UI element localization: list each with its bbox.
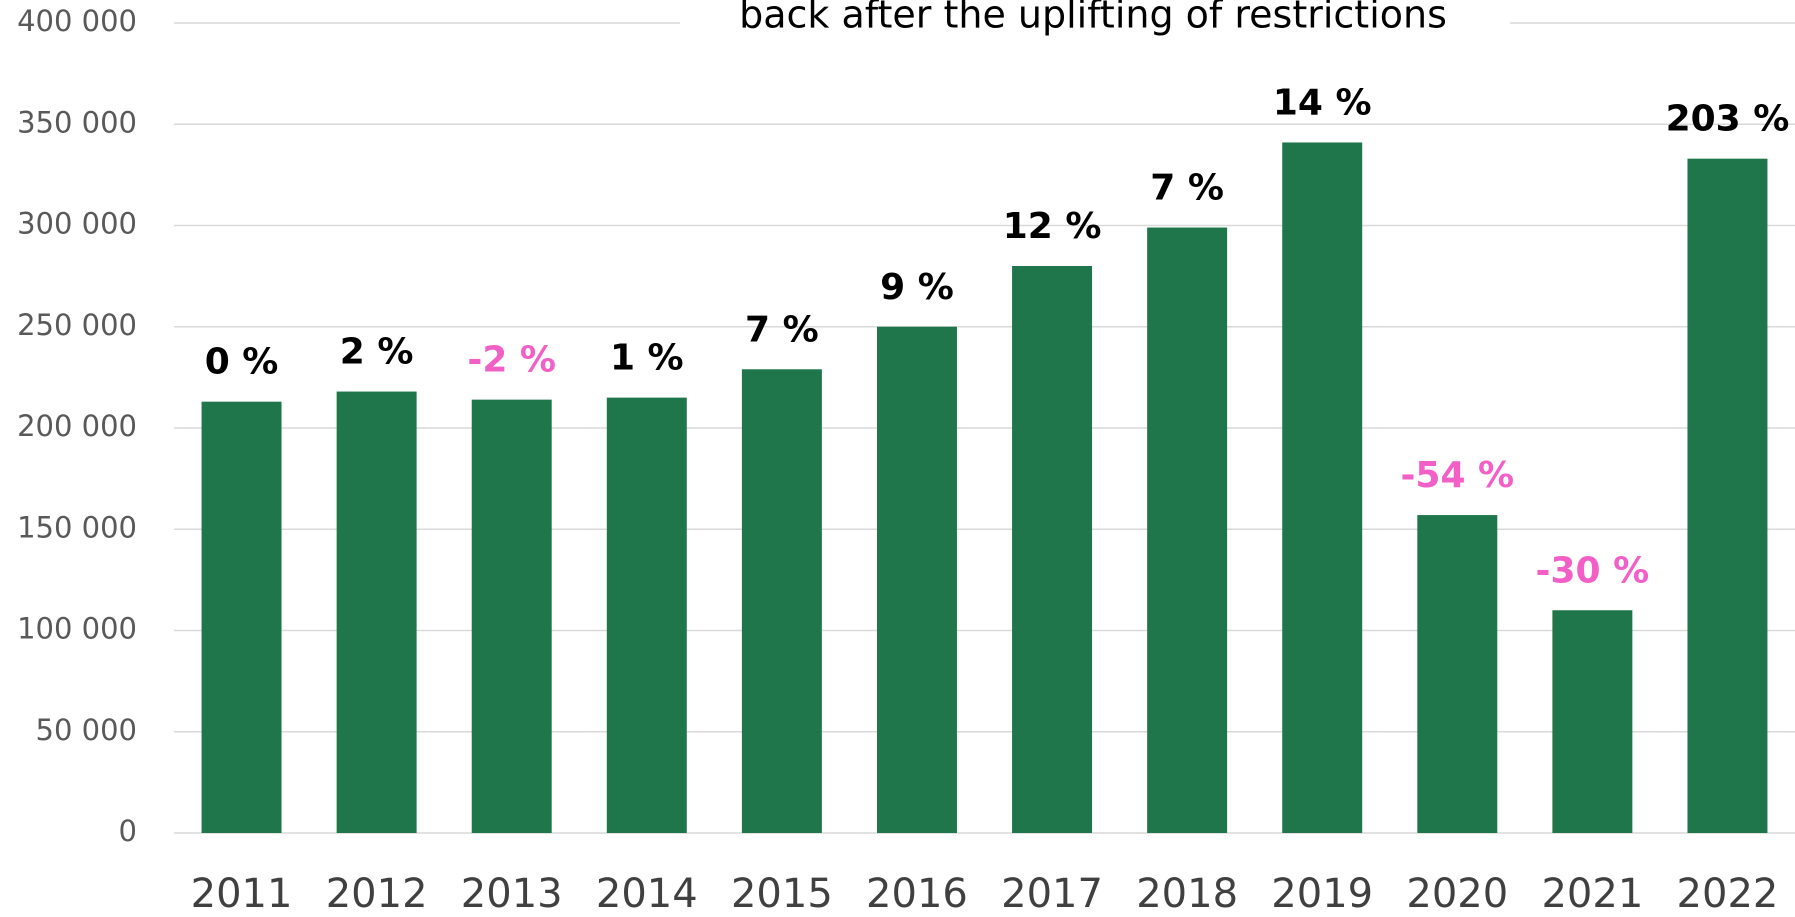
x-tick-label: 2014 xyxy=(596,871,698,917)
change-label: 7 % xyxy=(1150,168,1224,209)
bar xyxy=(471,399,552,833)
y-tick-label: 400 000 xyxy=(17,4,137,38)
bar xyxy=(1012,266,1093,833)
x-tick-label: 2019 xyxy=(1271,871,1373,917)
change-label: 7 % xyxy=(745,309,819,350)
y-tick-label: 0 xyxy=(119,814,137,848)
change-label: 12 % xyxy=(1003,206,1102,247)
bar xyxy=(1687,158,1768,834)
bar xyxy=(1417,515,1498,833)
bar xyxy=(606,397,687,833)
y-tick-label: 150 000 xyxy=(17,510,137,544)
y-tick-label: 350 000 xyxy=(17,105,137,139)
y-tick-label: 50 000 xyxy=(36,713,137,747)
change-label: -54 % xyxy=(1400,455,1514,496)
bar xyxy=(1552,610,1633,833)
change-label: -30 % xyxy=(1536,550,1650,591)
change-label: 9 % xyxy=(880,267,954,308)
chart-title: back after the uplifting of restrictions xyxy=(739,0,1447,37)
y-tick-label: 300 000 xyxy=(17,207,137,241)
change-label: -2 % xyxy=(467,340,556,381)
title-group: back after the uplifting of restrictions xyxy=(680,0,1510,40)
change-label: 203 % xyxy=(1666,99,1790,140)
x-tick-label: 2018 xyxy=(1136,871,1238,917)
x-tick-label: 2016 xyxy=(866,871,968,917)
x-tick-label: 2020 xyxy=(1406,871,1508,917)
change-label: 14 % xyxy=(1273,82,1372,123)
x-tick-label: 2015 xyxy=(731,871,833,917)
change-label: 0 % xyxy=(205,342,279,383)
x-tick-label: 2011 xyxy=(191,871,293,917)
bar xyxy=(1282,142,1363,834)
x-tick-label: 2012 xyxy=(326,871,428,917)
change-label: 1 % xyxy=(610,338,684,379)
x-tick-label: 2021 xyxy=(1541,871,1643,917)
title-background xyxy=(680,0,1510,40)
x-tick-label: 2013 xyxy=(461,871,563,917)
bar xyxy=(201,401,282,833)
y-tick-label: 200 000 xyxy=(17,409,137,443)
y-tick-label: 100 000 xyxy=(17,612,137,646)
bar xyxy=(1147,227,1228,833)
bar xyxy=(741,369,822,833)
y-tick-label: 250 000 xyxy=(17,308,137,342)
bar xyxy=(876,326,957,833)
bar xyxy=(336,391,417,833)
x-tick-label: 2017 xyxy=(1001,871,1103,917)
x-tick-label: 2022 xyxy=(1677,871,1779,917)
change-label: 2 % xyxy=(340,332,414,373)
